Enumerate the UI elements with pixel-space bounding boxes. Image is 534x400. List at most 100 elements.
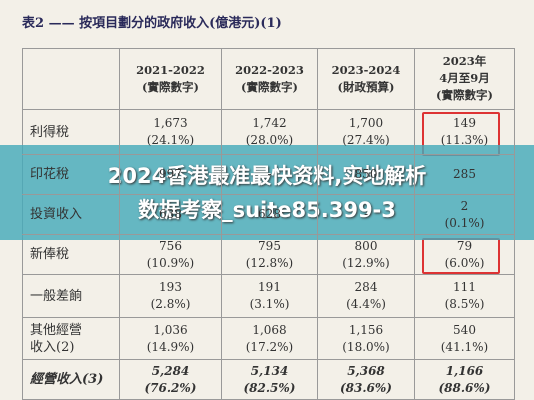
text: (14.9%) xyxy=(146,339,195,354)
text: 經營收入(3) xyxy=(30,372,104,387)
cell: 1,156 (18.0%) xyxy=(318,318,415,360)
text: (82.5%) xyxy=(243,380,296,395)
cell: 1,068 (17.2%) xyxy=(222,318,318,360)
cell: 284 (4.4%) xyxy=(318,275,415,318)
header-cell xyxy=(22,48,120,110)
text: (28.0%) xyxy=(245,133,294,147)
text: 850 xyxy=(354,167,378,181)
cell: 111 (8.5%) xyxy=(415,275,515,318)
cell: 1,700 (27.4%) xyxy=(318,110,415,155)
banner: 2024香港最准最快资料,实地解析 数据考察_suite85.399-3 xyxy=(0,145,534,240)
text: (11.3%) xyxy=(440,133,489,147)
text: 1,156 xyxy=(348,322,384,337)
text: 5,134 xyxy=(250,363,289,378)
text: 2021-2022 xyxy=(136,62,205,77)
cell: 79 (6.0%) xyxy=(415,235,515,275)
text: 新俸稅 xyxy=(30,247,70,262)
text: 5,368 xyxy=(347,363,385,378)
text: (0.1%) xyxy=(444,215,485,230)
text: 2022-2023 xyxy=(235,62,304,77)
cell: 540 (41.1%) xyxy=(415,318,515,360)
text: (24.1%) xyxy=(146,133,195,147)
cell: 5,368 (83.6%) xyxy=(318,360,415,400)
text: 印花稅 xyxy=(30,167,70,182)
text: (3.1%) xyxy=(249,297,290,311)
text: 284 xyxy=(354,280,378,294)
text: 79 xyxy=(456,238,473,253)
cell: 638 xyxy=(120,195,222,235)
text: 2 xyxy=(460,198,469,213)
row-label: 經營收入(3) xyxy=(22,360,120,400)
row-label: 其他經營 收入(2) xyxy=(22,318,120,360)
text: (83.6%) xyxy=(340,380,392,395)
text: (實際數字) xyxy=(142,79,199,94)
text: 数据考察_suite85.399-3 xyxy=(138,197,396,222)
cell: 997 xyxy=(120,155,222,195)
text: (76.2%) xyxy=(144,380,197,395)
text: 997 xyxy=(159,167,182,181)
cell: 2 (0.1%) xyxy=(415,195,515,235)
text: 628 xyxy=(258,207,281,221)
text: (2.8%) xyxy=(150,297,191,311)
text: (10.9%) xyxy=(146,255,195,270)
text: 285 xyxy=(453,167,476,181)
text: 149 xyxy=(453,116,476,130)
text: 4月至9月 xyxy=(439,71,490,85)
cell: 5,284 (76.2%) xyxy=(120,360,222,400)
text: (18.0%) xyxy=(342,339,390,354)
cell: 1,036 (14.9%) xyxy=(120,318,222,360)
cell: 795 (12.8%) xyxy=(222,235,318,275)
cell: 193 (2.8%) xyxy=(120,275,222,318)
text: 一般差餉 xyxy=(30,288,83,304)
cell: 1,742 (28.0%) xyxy=(222,110,318,155)
text: 540 xyxy=(453,322,476,337)
text: 1,166 xyxy=(445,363,484,378)
text: (12.9%) xyxy=(342,255,390,270)
cell: 628 xyxy=(222,195,318,235)
text: 5,284 xyxy=(151,363,190,378)
header-cell: 2022-2023 (實際數字) xyxy=(222,48,318,110)
text: (8.5%) xyxy=(444,297,485,311)
row-label: 利得稅 xyxy=(22,110,120,155)
text: - xyxy=(267,167,272,181)
text: 111 xyxy=(453,280,476,294)
text: 191 xyxy=(258,280,281,294)
cell: 800 (12.9%) xyxy=(318,235,415,275)
text: 2023-2024 xyxy=(331,62,401,77)
cell: 1,166 (88.6%) xyxy=(415,360,515,400)
text: 2024香港最准最快资料,实地解析 xyxy=(107,163,427,188)
text: 投資收入 xyxy=(30,207,83,222)
cell: 149 (11.3%) xyxy=(415,110,515,155)
cell: 850 xyxy=(318,155,415,195)
title: 表2 —— 按項目劃分的政府收入(億港元)(1) xyxy=(22,16,282,31)
text: 收入(2) xyxy=(30,339,75,355)
row-label: 投資收入 xyxy=(22,195,120,235)
cell: 285 xyxy=(415,155,515,195)
row-label: 印花稅 xyxy=(22,155,120,195)
text: (4.4%) xyxy=(346,297,386,311)
text: (6.0%) xyxy=(444,255,485,270)
text: (實際數字) xyxy=(241,79,298,94)
text: 638 xyxy=(159,207,182,221)
text: (27.4%) xyxy=(342,133,390,147)
text: 其他經營 xyxy=(30,322,83,338)
header-cell: 2023-2024 (財政預算) xyxy=(318,48,415,110)
cell: 5,134 (82.5%) xyxy=(222,360,318,400)
text: 1,068 xyxy=(252,322,287,337)
row-label: 一般差餉 xyxy=(22,275,120,318)
text: (88.6%) xyxy=(438,380,491,395)
text: (實際數字) xyxy=(436,88,493,102)
row-label: 新俸稅 xyxy=(22,235,120,275)
cell: - xyxy=(222,155,318,195)
text: 756 xyxy=(159,238,182,253)
text: 193 xyxy=(159,280,182,294)
text: - xyxy=(363,207,369,221)
cell: 1,673 (24.1%) xyxy=(120,110,222,155)
cell: 191 (3.1%) xyxy=(222,275,318,318)
header-cell: 2021-2022 (實際數字) xyxy=(120,48,222,110)
text: 2023年 xyxy=(442,54,487,68)
text: 利得稅 xyxy=(30,124,70,140)
text: (財政預算) xyxy=(337,79,395,94)
text: (17.2%) xyxy=(245,339,294,354)
